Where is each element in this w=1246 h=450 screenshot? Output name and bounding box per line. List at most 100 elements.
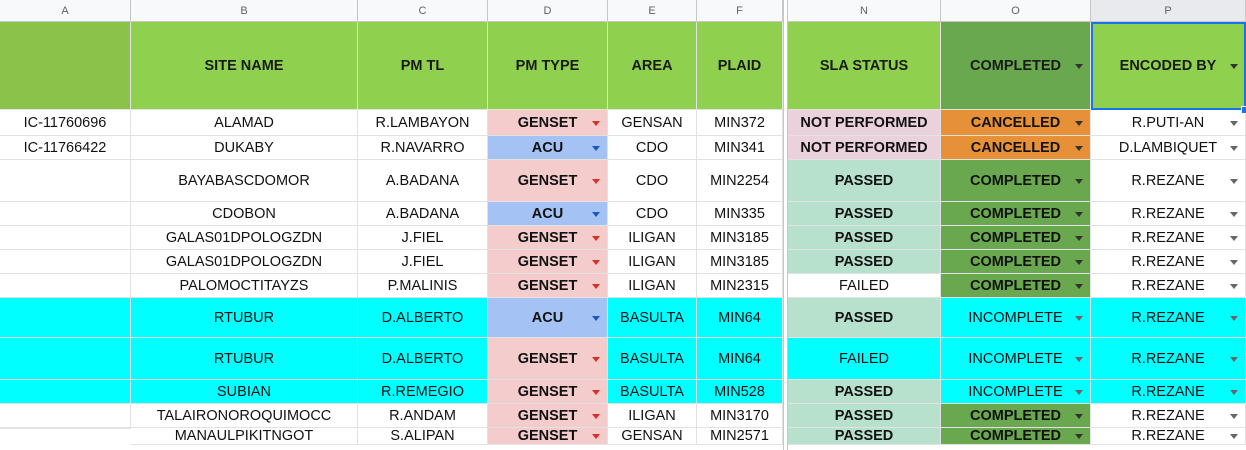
cell-col-n[interactable]: PASSED	[788, 380, 941, 404]
dropdown-arrow-icon[interactable]	[1075, 235, 1083, 241]
cell-col-n[interactable]: PASSED	[788, 428, 941, 445]
cell-col-n[interactable]: PASSED	[788, 250, 941, 274]
cell-col-p[interactable]: R.REZANE	[1091, 226, 1246, 250]
dropdown-arrow-icon[interactable]	[592, 178, 600, 184]
cell-col-b[interactable]: DUKABY	[131, 136, 358, 160]
cell-col-f[interactable]: MIN528	[697, 380, 783, 404]
dropdown-arrow-icon[interactable]	[1230, 315, 1238, 321]
cell-col-p[interactable]: R.REZANE	[1091, 160, 1246, 202]
cell-col-b[interactable]: CDOBON	[131, 202, 358, 226]
dropdown-arrow-icon[interactable]	[1075, 211, 1083, 217]
cell-col-b[interactable]: TALAIRONOROQUIMOCC	[131, 404, 358, 428]
dropdown-arrow-icon[interactable]	[1075, 63, 1083, 69]
cell-col-f[interactable]: MIN3185	[697, 226, 783, 250]
dropdown-arrow-icon[interactable]	[1230, 178, 1238, 184]
cell-col-e[interactable]: ILIGAN	[608, 274, 697, 298]
cell-col-n[interactable]: PASSED	[788, 404, 941, 428]
dropdown-arrow-icon[interactable]	[1075, 120, 1083, 126]
column-header-e[interactable]: E	[608, 0, 697, 22]
cell-col-o[interactable]: COMPLETED	[941, 274, 1091, 298]
dropdown-arrow-icon[interactable]	[1230, 356, 1238, 362]
dropdown-arrow-icon[interactable]	[1230, 413, 1238, 419]
dropdown-arrow-icon[interactable]	[1230, 259, 1238, 265]
dropdown-arrow-icon[interactable]	[1075, 145, 1083, 151]
dropdown-arrow-icon[interactable]	[592, 356, 600, 362]
dropdown-arrow-icon[interactable]	[1230, 434, 1238, 439]
cell-col-c[interactable]: J.FIEL	[358, 250, 488, 274]
cell-col-a[interactable]: IC-11766422	[0, 136, 131, 160]
dropdown-arrow-icon[interactable]	[592, 211, 600, 217]
cell-col-o[interactable]: COMPLETED	[941, 250, 1091, 274]
cell-col-b[interactable]: SUBIAN	[131, 380, 358, 404]
cell-col-n[interactable]: PASSED	[788, 226, 941, 250]
cell-col-f[interactable]: MIN64	[697, 338, 783, 380]
cell-col-n[interactable]: PASSED	[788, 298, 941, 338]
cell-col-f[interactable]: MIN64	[697, 298, 783, 338]
cell-col-f[interactable]: MIN2315	[697, 274, 783, 298]
dropdown-arrow-icon[interactable]	[1075, 356, 1083, 362]
cell-col-p[interactable]: D.LAMBIQUET	[1091, 136, 1246, 160]
cell-col-c[interactable]: S.ALIPAN	[358, 428, 488, 445]
dropdown-arrow-icon[interactable]	[1230, 211, 1238, 217]
cell-col-b[interactable]: RTUBUR	[131, 298, 358, 338]
cell-col-d[interactable]: GENSET	[488, 274, 608, 298]
column-header-o[interactable]: O	[941, 0, 1091, 22]
cell-col-e[interactable]: ILIGAN	[608, 250, 697, 274]
dropdown-arrow-icon[interactable]	[1230, 389, 1238, 395]
cell-col-p[interactable]: R.REZANE	[1091, 428, 1246, 445]
dropdown-arrow-icon[interactable]	[592, 283, 600, 289]
cell-col-d[interactable]: GENSET	[488, 404, 608, 428]
header-col-o[interactable]: COMPLETED	[941, 22, 1091, 110]
header-col-p[interactable]: ENCODED BY	[1091, 22, 1246, 110]
cell-col-a[interactable]: IC-11760696	[0, 110, 131, 136]
cell-col-a[interactable]	[0, 160, 131, 202]
dropdown-arrow-icon[interactable]	[1230, 235, 1238, 241]
cell-col-d[interactable]: ACU	[488, 136, 608, 160]
dropdown-arrow-icon[interactable]	[592, 235, 600, 241]
column-header-d[interactable]: D	[488, 0, 608, 22]
cell-col-f[interactable]: MIN3170	[697, 404, 783, 428]
cell-col-b[interactable]: ALAMAD	[131, 110, 358, 136]
cell-col-c[interactable]: D.ALBERTO	[358, 298, 488, 338]
cell-col-e[interactable]: GENSAN	[608, 428, 697, 445]
cell-col-d[interactable]: ACU	[488, 298, 608, 338]
cell-col-o[interactable]: COMPLETED	[941, 202, 1091, 226]
cell-col-c[interactable]: J.FIEL	[358, 226, 488, 250]
cell-col-b[interactable]: BAYABASCDOMOR	[131, 160, 358, 202]
column-header-a[interactable]: A	[0, 0, 131, 22]
cell-col-d[interactable]: GENSET	[488, 160, 608, 202]
cell-col-d[interactable]: GENSET	[488, 226, 608, 250]
cell-col-p[interactable]: R.REZANE	[1091, 404, 1246, 428]
column-header-b[interactable]: B	[131, 0, 358, 22]
dropdown-arrow-icon[interactable]	[1230, 120, 1238, 126]
cell-col-p[interactable]: R.REZANE	[1091, 298, 1246, 338]
cell-col-a[interactable]	[0, 274, 131, 298]
header-col-n[interactable]: SLA STATUS	[788, 22, 941, 110]
dropdown-arrow-icon[interactable]	[592, 413, 600, 419]
dropdown-arrow-icon[interactable]	[592, 434, 600, 439]
cell-col-b[interactable]: RTUBUR	[131, 338, 358, 380]
cell-col-e[interactable]: ILIGAN	[608, 404, 697, 428]
dropdown-arrow-icon[interactable]	[1075, 413, 1083, 419]
cell-col-e[interactable]: CDO	[608, 136, 697, 160]
cell-col-d[interactable]: ACU	[488, 202, 608, 226]
cell-col-d[interactable]: GENSET	[488, 250, 608, 274]
cell-col-o[interactable]: INCOMPLETE	[941, 298, 1091, 338]
cell-col-d[interactable]: GENSET	[488, 110, 608, 136]
dropdown-arrow-icon[interactable]	[1075, 434, 1083, 439]
cell-col-p[interactable]: R.REZANE	[1091, 380, 1246, 404]
column-header-f[interactable]: F	[697, 0, 783, 22]
cell-col-e[interactable]: BASULTA	[608, 380, 697, 404]
cell-col-n[interactable]: NOT PERFORMED	[788, 136, 941, 160]
cell-col-f[interactable]: MIN341	[697, 136, 783, 160]
dropdown-arrow-icon[interactable]	[1075, 315, 1083, 321]
cell-col-e[interactable]: CDO	[608, 160, 697, 202]
cell-col-b[interactable]: GALAS01DPOLOGZDN	[131, 250, 358, 274]
cell-col-f[interactable]: MIN335	[697, 202, 783, 226]
cell-col-f[interactable]: MIN372	[697, 110, 783, 136]
dropdown-arrow-icon[interactable]	[1230, 283, 1238, 289]
cell-col-o[interactable]: COMPLETED	[941, 160, 1091, 202]
cell-col-o[interactable]: INCOMPLETE	[941, 380, 1091, 404]
cell-col-c[interactable]: R.REMEGIO	[358, 380, 488, 404]
cell-col-a[interactable]	[0, 404, 131, 428]
